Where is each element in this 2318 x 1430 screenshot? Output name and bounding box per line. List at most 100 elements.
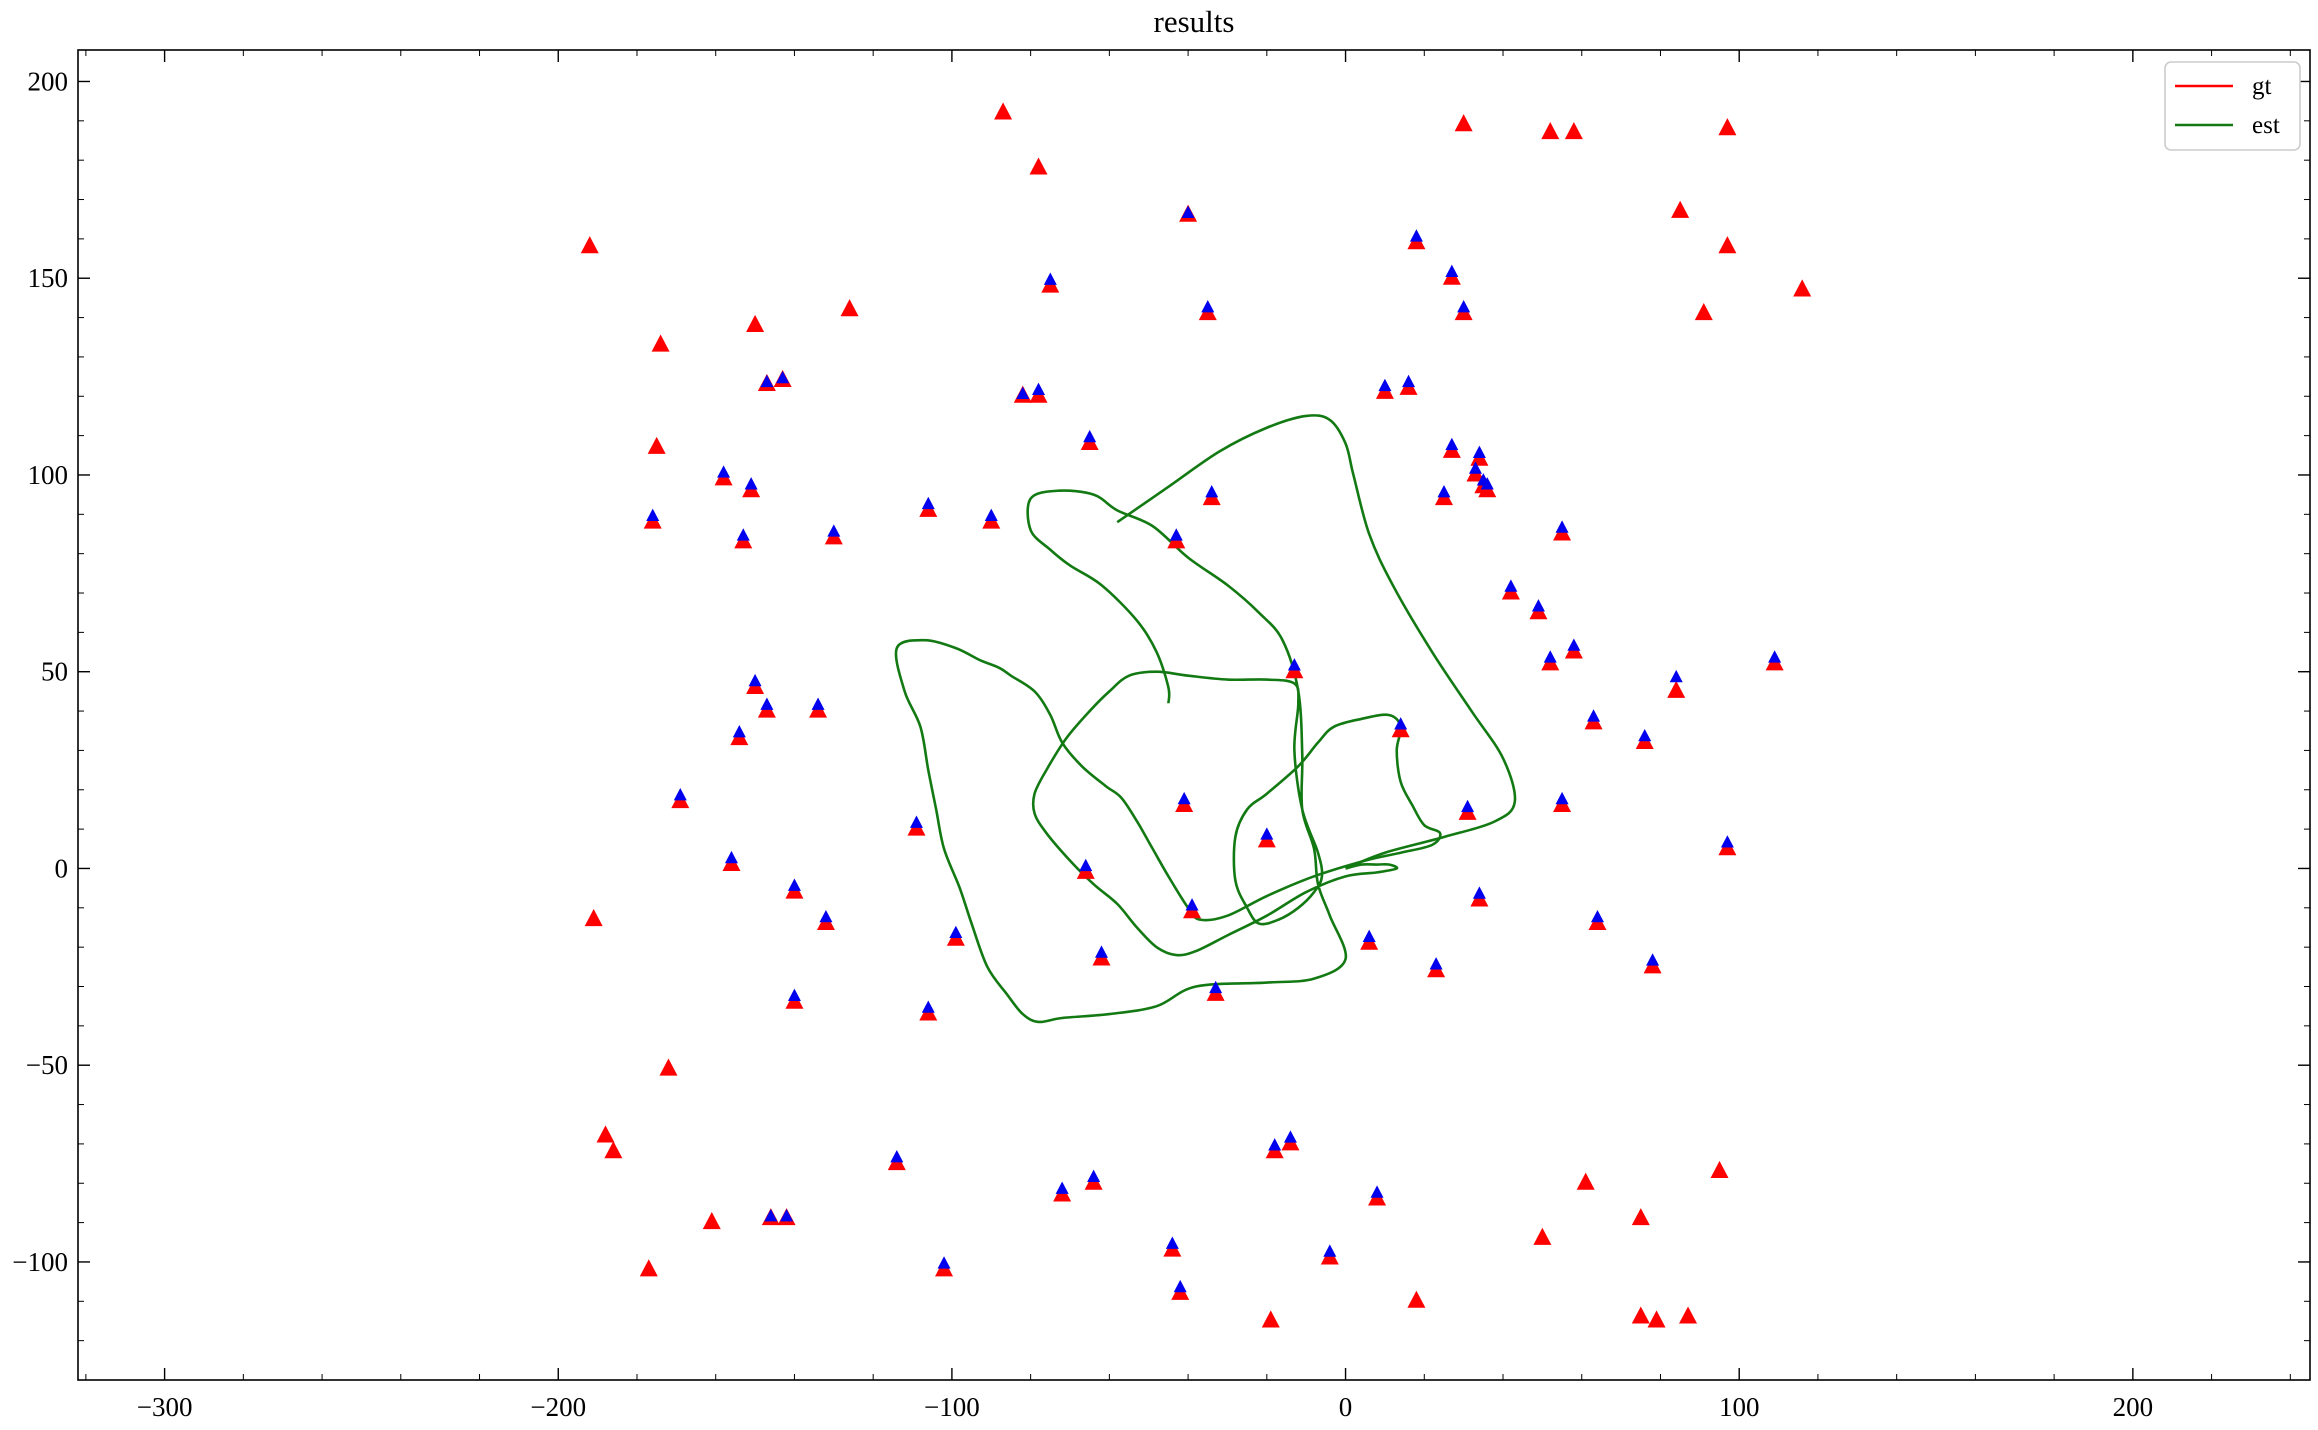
- gt-landmark: [840, 299, 859, 317]
- gt-landmark: [1407, 1290, 1426, 1308]
- est-landmark: [949, 925, 963, 939]
- gt-landmark: [1261, 1310, 1280, 1328]
- legend-label-gt: gt: [2252, 73, 2272, 100]
- gt-landmark: [1718, 118, 1737, 136]
- gt-landmark: [1541, 122, 1560, 140]
- est-landmark: [1185, 898, 1199, 911]
- est-landmark: [1032, 382, 1046, 396]
- est-landmark-layer: [646, 205, 1782, 1293]
- est-landmark: [1472, 445, 1486, 458]
- est-landmark: [819, 909, 833, 923]
- est-landmark: [1590, 909, 1604, 923]
- est-landmark: [1165, 1236, 1179, 1249]
- est-landmark: [1094, 945, 1108, 958]
- est-landmark: [1646, 953, 1660, 966]
- est-landmark: [921, 1000, 935, 1013]
- tick-layer: −300 −200 −100 0 100 200 −100 −50 0 50 100 150 200: [12, 50, 2310, 1422]
- est-landmark: [780, 1209, 794, 1222]
- est-landmark: [1083, 429, 1097, 443]
- est-landmark: [1555, 791, 1569, 805]
- gt-landmark: [580, 236, 599, 254]
- est-landmark: [787, 878, 801, 891]
- est-landmark: [811, 697, 825, 710]
- est-trajectory-layer: [894, 414, 1517, 1024]
- y-tick-label: 150: [28, 263, 69, 293]
- est-landmark: [984, 508, 998, 521]
- est-landmark: [1181, 205, 1195, 218]
- est-landmark: [1055, 1181, 1069, 1194]
- est-landmark: [717, 465, 731, 478]
- est-landmark: [1173, 1279, 1187, 1293]
- est-landmark: [1370, 1185, 1384, 1198]
- x-tick-label: −100: [924, 1392, 980, 1422]
- gt-landmark: [1694, 303, 1713, 321]
- est-landmark: [1445, 264, 1459, 277]
- gt-landmark: [746, 314, 765, 332]
- gt-landmark: [604, 1141, 623, 1159]
- est-landmark: [1468, 461, 1482, 474]
- x-tick-label: 200: [2113, 1392, 2154, 1422]
- est-landmark: [1260, 827, 1274, 840]
- gt-landmark: [1671, 200, 1690, 218]
- y-tick-label: −100: [12, 1247, 68, 1277]
- est-landmark: [1201, 300, 1215, 313]
- plot-area: −300 −200 −100 0 100 200 −100 −50 0 50 100 150 200: [12, 49, 2311, 1422]
- gt-landmark: [1564, 122, 1583, 140]
- est-landmark: [1638, 728, 1652, 742]
- gt-landmark: [584, 909, 603, 927]
- legend: gt est: [2164, 61, 2301, 151]
- est-landmark: [776, 370, 790, 384]
- est-landmark: [1768, 650, 1782, 663]
- gt-landmark: [1631, 1306, 1650, 1324]
- est-landmark: [1480, 477, 1494, 490]
- est-landmark: [1429, 957, 1443, 970]
- y-tick-label: 0: [55, 853, 69, 883]
- est-landmark: [760, 697, 774, 710]
- est-landmark: [1268, 1138, 1282, 1151]
- gt-landmark: [1710, 1160, 1729, 1178]
- y-tick-label: 50: [41, 657, 68, 687]
- gt-landmark: [659, 1058, 678, 1076]
- est-landmark: [921, 496, 935, 510]
- gt-landmark: [1647, 1310, 1666, 1328]
- est-landmark: [1720, 835, 1734, 848]
- est-landmark: [1209, 980, 1223, 994]
- est-landmark: [1461, 799, 1475, 813]
- legend-frame: [2164, 61, 2301, 151]
- est-landmark: [1087, 1169, 1101, 1183]
- est-landmark: [1402, 374, 1416, 388]
- est-landmark: [760, 374, 774, 388]
- est-landmark: [787, 988, 801, 1002]
- gt-landmark: [1679, 1306, 1698, 1324]
- gt-landmark: [1631, 1208, 1650, 1226]
- est-landmark: [1043, 272, 1057, 285]
- est-landmark: [1587, 709, 1601, 722]
- est-landmark: [736, 528, 750, 541]
- est-landmark: [1409, 229, 1423, 242]
- est-trajectory-line: [894, 489, 1442, 1024]
- est-landmark: [1287, 658, 1301, 671]
- est-landmark: [1177, 791, 1191, 805]
- y-tick-label: 100: [28, 460, 69, 490]
- legend-label-est: est: [2252, 112, 2280, 139]
- est-landmark: [646, 508, 660, 521]
- est-landmark: [909, 815, 923, 828]
- est-landmark: [1016, 386, 1030, 399]
- chart-title: results: [1154, 4, 1235, 39]
- est-landmark: [1531, 599, 1545, 612]
- est-landmark: [1169, 528, 1183, 541]
- gt-landmark: [647, 436, 666, 454]
- est-landmark: [1437, 484, 1451, 498]
- gt-landmark: [1718, 236, 1737, 254]
- est-landmark: [1457, 300, 1471, 313]
- est-landmark: [1445, 437, 1459, 451]
- gt-landmark: [1533, 1227, 1552, 1245]
- est-landmark: [1362, 929, 1376, 942]
- est-landmark: [1378, 378, 1392, 392]
- est-landmark: [1079, 858, 1093, 872]
- x-tick-label: −300: [137, 1392, 193, 1422]
- y-tick-label: 200: [28, 66, 69, 96]
- est-trajectory-line: [1116, 414, 1517, 870]
